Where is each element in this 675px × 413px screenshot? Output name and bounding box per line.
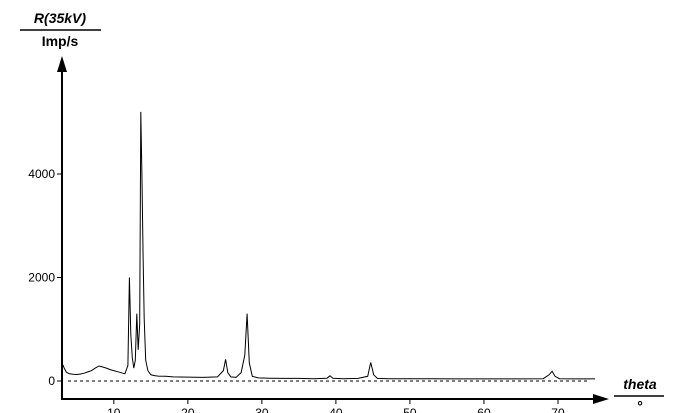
y-tick-label-0: 0 [48,374,55,388]
y-ticks: 0 2000 4000 [28,167,62,388]
y-axis: R(35kV) Imp/s [20,10,101,400]
y-axis-arrow [57,56,67,72]
x-tick-label-1: 20 [181,406,195,413]
x-tick-label-3: 40 [329,406,343,413]
x-axis-arrow [593,394,609,404]
x-tick-label-0: 10 [107,406,121,413]
x-tick-label-2: 30 [255,406,269,413]
series-line-0 [61,111,595,380]
x-tick-label-4: 50 [403,406,417,413]
x-axis-title: theta [623,376,657,392]
x-tick-label-5: 60 [477,406,491,413]
y-tick-label-1: 2000 [28,271,55,285]
x-ticks: 10 20 30 40 50 60 70 [107,399,565,413]
y-tick-label-2: 4000 [28,167,55,181]
y-axis-title: R(35kV) [34,10,86,26]
x-tick-label-6: 70 [551,406,565,413]
y-axis-unit: Imp/s [42,33,79,49]
x-axis: theta ° [62,376,664,413]
x-axis-unit: ° [637,398,643,413]
